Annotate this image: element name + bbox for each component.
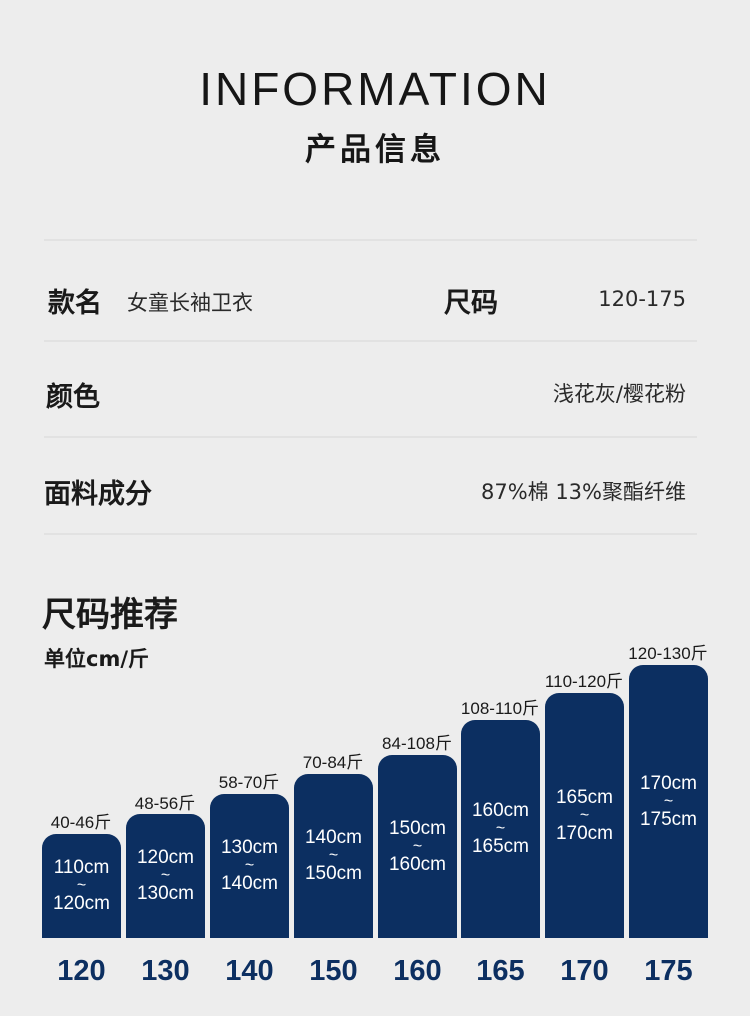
size-bar: 130cm ~ 140cm	[210, 794, 289, 938]
page-title-english: INFORMATION	[199, 63, 551, 115]
height-to: 170cm	[555, 822, 614, 844]
size-number: 120	[57, 955, 106, 987]
size-number: 170	[560, 955, 609, 987]
height-from: 160cm	[471, 800, 530, 821]
tilde: ~	[76, 877, 87, 894]
tilde: ~	[160, 867, 171, 884]
tilde: ~	[412, 837, 423, 855]
tilde: ~	[328, 847, 339, 864]
size-bar: 165cm ~ 170cm	[545, 693, 624, 938]
height-from: 165cm	[555, 786, 614, 808]
divider	[44, 436, 697, 438]
style-name-value: 女童长袖卫衣	[127, 291, 253, 315]
height-from: 140cm	[304, 827, 363, 848]
style-name-label: 款名	[48, 288, 102, 319]
divider	[44, 533, 697, 535]
height-from: 130cm	[220, 837, 279, 858]
tilde: ~	[244, 857, 255, 874]
color-label: 颜色	[46, 382, 100, 413]
weight-range-label: 110-120斤	[544, 672, 624, 691]
weight-range-label: 58-70斤	[218, 773, 280, 792]
height-to: 130cm	[136, 883, 195, 904]
height-to: 120cm	[52, 893, 111, 914]
size-bar: 150cm ~ 160cm	[378, 755, 457, 938]
divider	[44, 239, 697, 241]
weight-range-label: 108-110斤	[460, 699, 540, 718]
height-from: 150cm	[388, 817, 447, 839]
tilde: ~	[495, 820, 506, 837]
page-title-chinese: 产品信息	[305, 132, 445, 168]
size-recommend-title: 尺码推荐	[42, 595, 178, 635]
size-label: 尺码	[444, 288, 498, 319]
unit-label: 单位cm/斤	[44, 647, 149, 671]
divider	[44, 340, 697, 342]
size-number: 150	[309, 955, 358, 987]
weight-range-label: 70-84斤	[302, 753, 364, 772]
weight-range-label: 120-130斤	[628, 644, 708, 663]
size-number: 165	[476, 955, 525, 987]
size-bar: 120cm ~ 130cm	[126, 814, 205, 938]
height-to: 160cm	[388, 853, 447, 875]
size-range-value: 120-175	[598, 287, 686, 311]
size-number: 130	[141, 955, 190, 987]
height-to: 175cm	[639, 808, 698, 830]
size-bar: 140cm ~ 150cm	[294, 774, 373, 938]
weight-range-label: 40-46斤	[50, 813, 112, 832]
height-from: 170cm	[639, 772, 698, 794]
height-from: 110cm	[53, 857, 110, 878]
size-bar: 170cm ~ 175cm	[629, 665, 708, 938]
color-value: 浅花灰/樱花粉	[552, 382, 686, 406]
tilde: ~	[579, 806, 590, 824]
size-number: 140	[225, 955, 274, 987]
size-number: 175	[644, 955, 693, 987]
size-number: 160	[393, 955, 442, 987]
weight-range-label: 84-108斤	[382, 734, 452, 753]
weight-range-label: 48-56斤	[134, 794, 196, 813]
height-to: 165cm	[471, 836, 530, 857]
height-to: 140cm	[220, 873, 279, 894]
size-bar: 160cm ~ 165cm	[461, 720, 540, 938]
height-to: 150cm	[304, 863, 363, 884]
fabric-value: 87%棉 13%聚酯纤维	[480, 480, 686, 504]
size-bar: 110cm ~ 120cm	[42, 834, 121, 938]
height-from: 120cm	[136, 847, 195, 868]
fabric-label: 面料成分	[44, 479, 152, 510]
tilde: ~	[663, 792, 674, 810]
